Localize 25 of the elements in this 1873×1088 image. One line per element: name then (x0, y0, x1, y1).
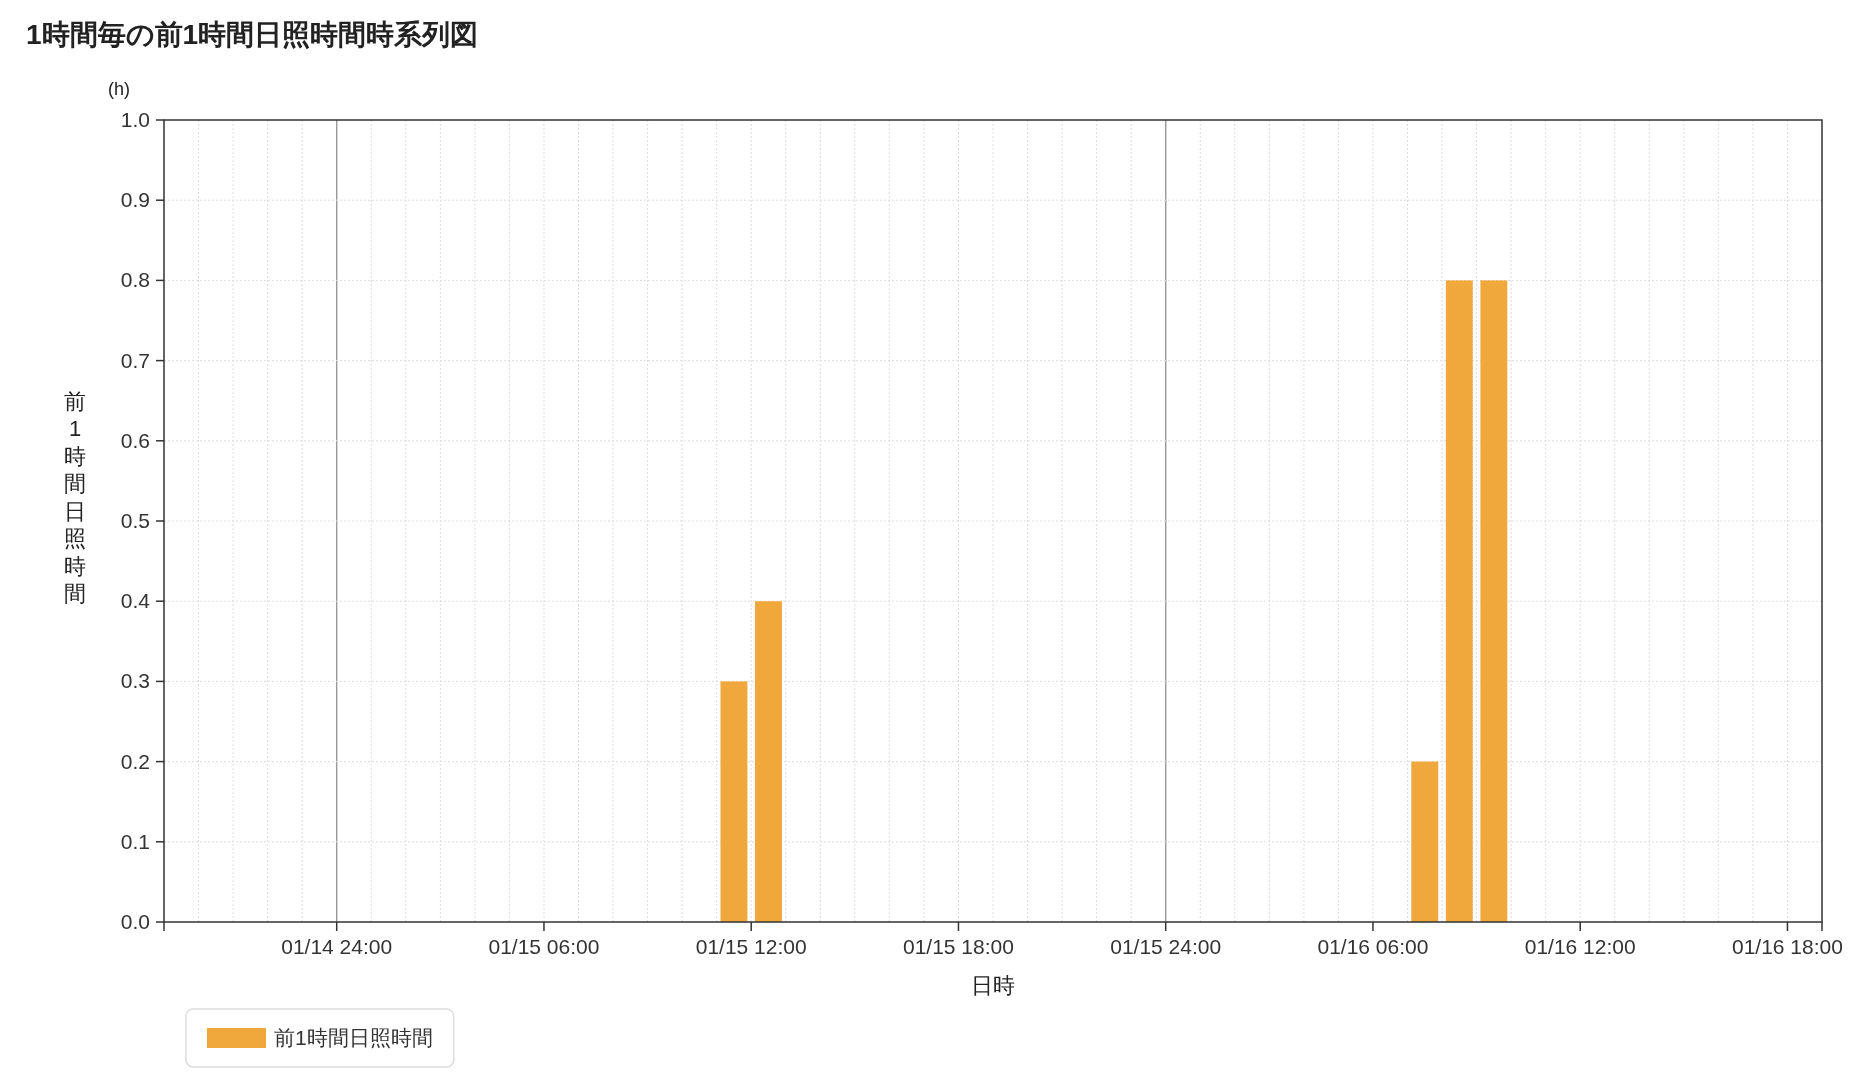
x-axis-title: 日時 (971, 973, 1015, 998)
y-axis-title: 前1時間日照時間 (64, 388, 86, 607)
y-tick-label: 0.9 (120, 188, 150, 212)
y-tick-label: 0.2 (120, 749, 150, 773)
x-tick-label: 01/15 06:00 (488, 935, 600, 958)
y-tick-label: 0.5 (120, 509, 150, 532)
x-tick-label: 01/16 06:00 (1317, 935, 1429, 958)
y-tick-label: 1.0 (120, 108, 150, 131)
x-tick-label: 01/15 24:00 (1110, 935, 1222, 958)
x-tick-label: 01/14 24:00 (281, 935, 393, 958)
y-tick-label: 0.1 (120, 829, 150, 853)
y-tick-label: 0.6 (120, 428, 150, 452)
y-tick-label: 0.3 (120, 669, 150, 693)
x-tick-label: 01/15 12:00 (695, 935, 807, 958)
x-tick-label: 01/16 12:00 (1524, 935, 1636, 958)
y-tick-label: 0.7 (120, 348, 150, 372)
chart-title: 1時間毎の前1時間日照時間時系列図 (26, 19, 479, 50)
y-tick-label: 0.4 (120, 589, 151, 613)
y-tick-label: 0.0 (120, 910, 150, 933)
x-tick-label: 01/16 18:00 (1731, 935, 1843, 958)
y-tick-label: 0.8 (120, 268, 150, 292)
x-tick-label: 01/15 18:00 (902, 935, 1014, 958)
legend: 前1時間日照時間 (185, 1008, 455, 1068)
legend-label: 前1時間日照時間 (274, 1026, 433, 1049)
text: (h) (108, 79, 130, 99)
